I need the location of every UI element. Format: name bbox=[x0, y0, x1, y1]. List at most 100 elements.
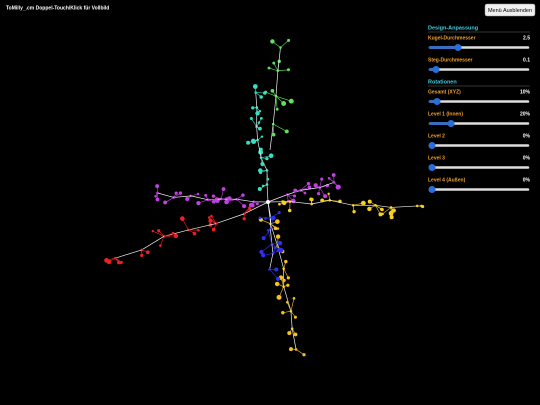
node bbox=[281, 200, 285, 204]
node bbox=[151, 229, 154, 233]
node bbox=[271, 132, 276, 137]
node bbox=[159, 244, 162, 247]
edge bbox=[375, 204, 392, 208]
node bbox=[261, 236, 266, 241]
edge bbox=[266, 184, 269, 203]
edge bbox=[257, 139, 262, 158]
control-value: 0% bbox=[523, 177, 531, 183]
edge bbox=[173, 195, 192, 198]
edge bbox=[267, 194, 288, 203]
slider-knob[interactable] bbox=[447, 120, 455, 127]
node bbox=[258, 149, 264, 155]
node bbox=[276, 249, 280, 253]
edge bbox=[291, 328, 297, 350]
node bbox=[197, 228, 200, 232]
control-label: Level 1 (Innen) bbox=[428, 111, 463, 117]
node bbox=[154, 195, 157, 198]
edge bbox=[268, 67, 278, 72]
node bbox=[241, 193, 245, 197]
edge bbox=[270, 223, 278, 247]
edge bbox=[270, 229, 273, 245]
edge bbox=[300, 187, 320, 191]
control-value: 20% bbox=[520, 111, 531, 117]
slider-knob[interactable] bbox=[454, 44, 462, 51]
edge bbox=[256, 126, 258, 141]
node bbox=[271, 252, 275, 255]
node bbox=[174, 191, 178, 195]
node bbox=[332, 181, 336, 184]
node bbox=[306, 181, 311, 186]
node bbox=[274, 281, 280, 287]
edge bbox=[188, 223, 217, 231]
edge bbox=[208, 217, 217, 224]
edge bbox=[329, 199, 354, 206]
edge bbox=[236, 198, 254, 203]
node bbox=[360, 200, 366, 206]
edge bbox=[279, 201, 291, 205]
edge bbox=[272, 96, 277, 125]
node bbox=[272, 61, 276, 65]
node bbox=[276, 227, 280, 230]
node bbox=[270, 88, 275, 93]
node bbox=[293, 315, 297, 319]
node bbox=[242, 204, 247, 209]
node bbox=[294, 348, 298, 351]
slider-knob[interactable] bbox=[432, 66, 440, 73]
node bbox=[192, 231, 197, 236]
slider-knob[interactable] bbox=[433, 98, 441, 105]
edge bbox=[269, 269, 279, 280]
node bbox=[211, 227, 216, 232]
node bbox=[258, 216, 262, 220]
node bbox=[246, 140, 251, 145]
node bbox=[307, 185, 312, 190]
slider-knob[interactable] bbox=[428, 164, 436, 171]
node bbox=[264, 217, 267, 220]
node bbox=[257, 186, 262, 192]
node bbox=[252, 84, 258, 89]
node bbox=[251, 106, 255, 110]
edge bbox=[391, 205, 418, 208]
edge bbox=[251, 118, 257, 127]
node bbox=[281, 101, 287, 106]
node bbox=[227, 196, 232, 201]
node bbox=[208, 218, 213, 223]
slider-knob[interactable] bbox=[428, 186, 436, 193]
node bbox=[286, 283, 290, 287]
node bbox=[265, 156, 269, 161]
menu-button[interactable]: Menü Ausblenden bbox=[484, 3, 536, 17]
edge bbox=[300, 183, 309, 191]
node bbox=[248, 207, 252, 211]
node bbox=[291, 198, 296, 204]
edge bbox=[215, 213, 245, 224]
edge bbox=[163, 233, 174, 237]
node bbox=[288, 98, 294, 104]
node bbox=[302, 353, 306, 357]
node bbox=[259, 95, 263, 99]
node bbox=[285, 301, 289, 304]
node bbox=[327, 176, 331, 180]
button-label[interactable]: Menü Ausblenden bbox=[488, 8, 532, 14]
node bbox=[259, 116, 263, 120]
tree-visualization[interactable] bbox=[104, 38, 425, 357]
node bbox=[249, 116, 253, 120]
node bbox=[210, 214, 213, 218]
node bbox=[313, 183, 318, 188]
node bbox=[320, 198, 325, 203]
node bbox=[279, 46, 282, 49]
node bbox=[276, 294, 282, 300]
node bbox=[261, 253, 266, 258]
edge bbox=[267, 201, 272, 218]
slider-knob[interactable] bbox=[428, 142, 436, 149]
control-label: Kugel-Durchmesser bbox=[428, 35, 476, 41]
node bbox=[281, 311, 285, 315]
button-background[interactable] bbox=[484, 3, 536, 17]
control-label: Level 3 bbox=[428, 155, 445, 161]
node bbox=[389, 215, 394, 220]
edge bbox=[160, 236, 165, 246]
node bbox=[275, 234, 281, 239]
node bbox=[214, 197, 218, 201]
node bbox=[224, 199, 229, 205]
node bbox=[381, 212, 384, 216]
edge bbox=[211, 215, 217, 224]
